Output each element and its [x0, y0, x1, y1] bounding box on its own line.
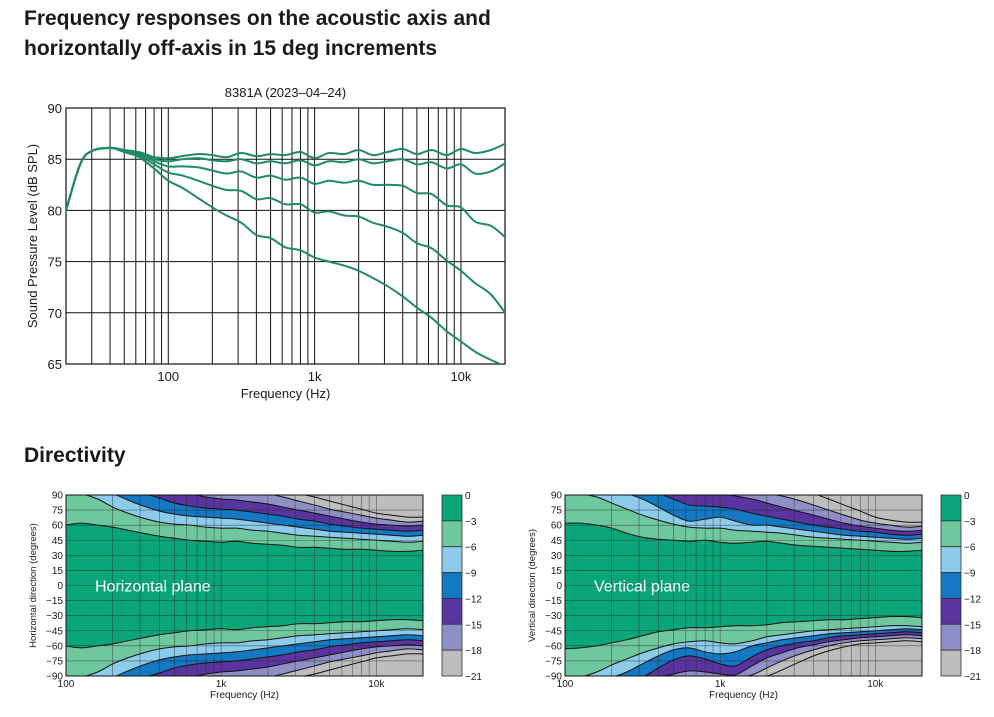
vertical-directivity-colorbar-tick-label: −18	[964, 646, 981, 657]
fr-y-tick-label: 65	[48, 357, 62, 372]
fr-y-tick-label: 80	[48, 203, 62, 218]
horizontal-directivity-colorbar-swatch	[441, 649, 463, 677]
horizontal-directivity-colorbar-tick-label: −21	[465, 672, 482, 683]
vertical-directivity-colorbar-tick-label: −3	[964, 517, 976, 528]
fr-x-axis-label: Frequency (Hz)	[241, 386, 331, 401]
horizontal-directivity-y-tick-label: 0	[57, 581, 63, 592]
horizontal-directivity-y-tick-label: −60	[46, 641, 63, 652]
horizontal-directivity-colorbar-swatch	[441, 623, 463, 651]
vertical-directivity-x-tick-label: 10k	[867, 679, 884, 690]
vertical-directivity-band-0	[565, 522, 922, 650]
horizontal-directivity-x-tick-label: 100	[58, 679, 75, 690]
vertical-directivity-y-tick-label: 0	[556, 581, 562, 592]
vertical-directivity-colorbar-tick-label: −6	[964, 543, 976, 554]
vertical-directivity-colorbar-swatch	[940, 623, 962, 651]
fr-x-tick-label: 1k	[308, 369, 322, 384]
fr-series-group	[66, 142, 505, 364]
fr-y-tick-label: 90	[48, 101, 62, 116]
horizontal-directivity-colorbar: 0 −3 −6 −9 −12 −15 −18 −21	[441, 491, 482, 683]
vertical-directivity-x-tick-label: 100	[557, 679, 574, 690]
horizontal-directivity-y-tick-label: 15	[52, 566, 64, 577]
vertical-directivity-y-tick-label: 90	[551, 491, 563, 502]
vertical-directivity-plane-label: Vertical plane	[594, 579, 690, 596]
horizontal-directivity-y-tick-label: 90	[52, 491, 64, 502]
horizontal-directivity-y-tick-label: −15	[46, 596, 63, 607]
horizontal-directivity-x-tick-label: 10k	[368, 679, 385, 690]
horizontal-directivity-y-tick-label: −30	[46, 611, 63, 622]
vertical-directivity-y-tick-label: 75	[551, 506, 563, 517]
vertical-directivity-frame	[564, 494, 923, 677]
vertical-directivity-colorbar-swatch	[940, 494, 962, 522]
vertical-directivity-colorbar-swatch	[940, 546, 962, 573]
frequency-response-heading: Frequency responses on the acoustic axis…	[24, 7, 491, 60]
vertical-directivity-colorbar-tick-label: 0	[964, 491, 970, 502]
horizontal-directivity-y-tick-label: −45	[46, 626, 63, 637]
horizontal-directivity-y-tick-label: −75	[46, 656, 63, 667]
horizontal-directivity-colorbar-swatch	[441, 546, 463, 573]
vertical-directivity-y-tick-label: −45	[545, 626, 562, 637]
fr-series-line-3	[66, 146, 505, 314]
horizontal-directivity-colorbar-tick-label: −18	[465, 646, 482, 657]
horizontal-directivity-y-tick-label: 30	[52, 551, 64, 562]
fr-y-tick-label: 75	[48, 255, 62, 270]
horizontal-directivity-colorbar-tick-label: 0	[465, 491, 471, 502]
vertical-directivity-colorbar-swatch	[940, 649, 962, 677]
fr-x-tick-label: 100	[157, 369, 179, 384]
horizontal-directivity-x-axis-label: Frequency (Hz)	[210, 690, 279, 701]
vertical-directivity-y-tick-label: −75	[545, 656, 562, 667]
horizontal-directivity-colorbar-tick-label: −3	[465, 517, 477, 528]
fr-y-tick-label: 70	[48, 306, 62, 321]
horizontal-directivity-y-tick-label: 45	[52, 536, 64, 547]
vertical-directivity-colorbar-tick-label: −21	[964, 672, 981, 683]
vertical-directivity-y-tick-label: −30	[545, 611, 562, 622]
fr-y-tick-label: 85	[48, 152, 62, 167]
vertical-directivity-y-axis-label: Vertical direction (degrees)	[527, 529, 538, 642]
horizontal-directivity-y-axis-label: Horizontal direction (degrees)	[28, 523, 39, 648]
vertical-directivity-y-tick-label: 60	[551, 521, 563, 532]
horizontal-directivity-colorbar-tick-label: −9	[465, 569, 477, 580]
fr-series-line-2	[66, 146, 505, 238]
vertical-directivity-x-tick-label: 1k	[715, 679, 727, 690]
horizontal-directivity-colorbar-swatch	[441, 572, 463, 599]
horizontal-directivity-colorbar-tick-label: −15	[465, 620, 482, 631]
fr-x-tick-label: 10k	[450, 369, 471, 384]
fr-y-axis-label: Sound Pressure Level (dB SPL)	[25, 144, 40, 328]
horizontal-directivity-y-tick-label: 75	[52, 506, 64, 517]
vertical-directivity-colorbar-tick-label: −15	[964, 620, 981, 631]
horizontal-directivity-colorbar-swatch	[441, 598, 463, 625]
vertical-directivity-colorbar-swatch	[940, 598, 962, 625]
directivity-heading: Directivity	[24, 444, 126, 467]
vertical-directivity-y-tick-label: 45	[551, 536, 563, 547]
vertical-directivity-y-tick-label: −60	[545, 641, 562, 652]
vertical-directivity-y-tick-label: −90	[545, 672, 562, 683]
fr-series-line-4	[66, 146, 503, 364]
horizontal-directivity-frame	[65, 494, 424, 677]
vertical-directivity-colorbar-swatch	[940, 520, 962, 548]
vertical-directivity-x-axis-label: Frequency (Hz)	[709, 690, 778, 701]
vertical-directivity-y-tick-label: 30	[551, 551, 563, 562]
vertical-directivity-colorbar: 0 −3 −6 −9 −12 −15 −18 −21	[940, 491, 981, 683]
horizontal-directivity-y-tick-label: 60	[52, 521, 64, 532]
horizontal-directivity-colorbar-swatch	[441, 520, 463, 548]
horizontal-directivity-colorbar-swatch	[441, 494, 463, 522]
vertical-directivity-colorbar-swatch	[940, 572, 962, 599]
vertical-directivity-y-tick-label: −15	[545, 596, 562, 607]
horizontal-directivity-plane-label: Horizontal plane	[95, 579, 211, 596]
vertical-directivity-colorbar-tick-label: −9	[964, 569, 976, 580]
horizontal-directivity-y-tick-label: −90	[46, 672, 63, 683]
horizontal-directivity-colorbar-tick-label: −12	[465, 594, 482, 605]
horizontal-directivity-x-tick-label: 1k	[216, 679, 228, 690]
vertical-directivity-y-tick-label: 15	[551, 566, 563, 577]
fr-chart-title: 8381A (2023–04–24)	[225, 85, 346, 100]
horizontal-directivity-colorbar-tick-label: −6	[465, 543, 477, 554]
vertical-directivity-colorbar-tick-label: −12	[964, 594, 981, 605]
fr-plot: 65 70 75 80 85 90 100 1k 10k 8381A (2023–04–24) Fr…	[25, 85, 506, 401]
